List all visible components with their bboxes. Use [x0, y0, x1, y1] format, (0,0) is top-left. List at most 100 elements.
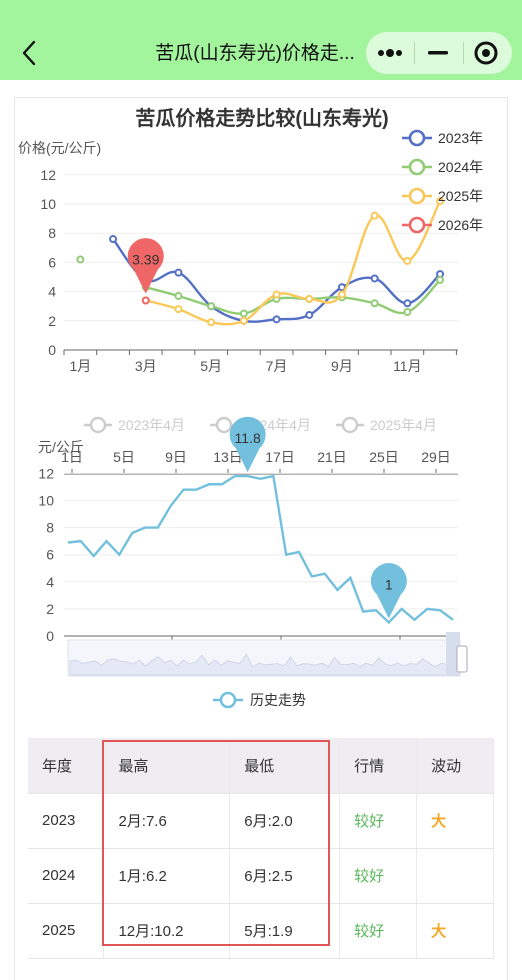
data-point — [305, 310, 314, 319]
cell-year: 2024 — [28, 848, 105, 904]
slider-preview — [69, 653, 449, 676]
ghost-legend-item[interactable]: 2023年4月 — [84, 416, 185, 434]
x-axis: 1月 3月 5月 7月 9月 11月 — [63, 349, 458, 374]
cell-trend: 较好 — [339, 793, 418, 849]
top-tick-label: 29日 — [421, 449, 451, 465]
legend-icon — [341, 416, 359, 434]
y-tick-label: 6 — [48, 254, 56, 270]
minimize-button[interactable] — [414, 32, 462, 74]
y-tick-label: 4 — [46, 574, 54, 590]
cell-high: 12月:10.2 — [103, 903, 231, 959]
data-point — [239, 309, 248, 318]
data-point — [403, 308, 412, 317]
header-trend: 行情 — [339, 738, 418, 794]
data-point — [239, 316, 248, 325]
marker-3.39: 3.39 — [127, 238, 164, 294]
x-tick-label: 9月 — [331, 358, 353, 374]
legend-item[interactable]: 2024年 — [402, 158, 483, 176]
x-tick-label: 3月 — [135, 358, 157, 374]
y-axis-label: 元/公斤 — [38, 439, 84, 455]
data-point — [141, 296, 150, 305]
more-button[interactable] — [366, 32, 414, 74]
header-year: 年度 — [28, 738, 105, 794]
top-tick-label: 25日 — [369, 449, 399, 465]
target-close-icon — [474, 41, 498, 65]
marker-pin — [127, 238, 164, 294]
cell-year: 2025 — [28, 903, 105, 959]
legend-item[interactable]: 2023年 — [402, 129, 483, 147]
data-point — [436, 197, 445, 206]
series-line — [145, 279, 441, 315]
cell-volatility: 大 — [416, 903, 494, 959]
top-tick-label: 21日 — [317, 449, 347, 465]
close-button[interactable] — [464, 32, 512, 74]
top-tick-label: 13日 — [213, 449, 243, 465]
legend-label: 2024年 — [438, 159, 483, 175]
slider-handle[interactable] — [456, 645, 468, 673]
header-high: 最高 — [103, 738, 231, 794]
marker-label: 3.39 — [132, 252, 159, 268]
series-2026年 — [141, 296, 150, 305]
ghost-legend[interactable]: 2023年4月 2024年4月 2025年4月 — [84, 416, 437, 434]
data-point — [370, 299, 379, 308]
data-zoom-slider[interactable] — [67, 632, 468, 677]
navigation-bar: 苦瓜(山东寿光)价格走... — [0, 0, 522, 80]
legend-label: 2023年 — [438, 130, 483, 146]
data-point — [207, 302, 216, 311]
summary-table: 年度 最高 最低 行情 波动 2023 2月:7.6 6月:2.0 较好 大 2… — [28, 738, 494, 959]
marker-11.8: 11.8 — [229, 416, 266, 473]
marker-label: 1 — [385, 576, 393, 592]
y-tick-label: 0 — [46, 628, 54, 644]
data-point — [403, 256, 412, 265]
legend-item[interactable]: 2026年 — [402, 216, 483, 234]
data-point — [370, 211, 379, 220]
top-tick-label: 9日 — [165, 449, 187, 465]
data-point — [305, 294, 314, 303]
cell-high: 2月:7.6 — [103, 793, 231, 849]
data-point — [436, 275, 445, 284]
top-tick-label: 5日 — [113, 449, 135, 465]
capsule-divider — [414, 42, 415, 64]
chart-title: 苦瓜价格走势比较(山东寿光) — [135, 106, 388, 130]
ghost-legend-item[interactable]: 2025年4月 — [336, 416, 437, 434]
y-tick-label: 0 — [48, 342, 56, 358]
chevron-left-icon — [22, 40, 36, 66]
marker-1: 1 — [370, 563, 407, 619]
cell-trend: 较好 — [339, 903, 418, 959]
top-tick-label: 1日 — [61, 449, 83, 465]
table-row: 2025 12月:10.2 5月:1.9 较好 大 — [28, 903, 494, 959]
top-tick-label: 17日 — [265, 449, 295, 465]
legend[interactable]: 2023年 2024年 2025年 2026年 — [402, 129, 483, 234]
y-tick-label: 10 — [38, 493, 54, 509]
data-point — [370, 274, 379, 283]
y-tick-label: 8 — [46, 520, 54, 536]
header-volatility: 波动 — [416, 738, 494, 794]
legend-label: 2025年4月 — [370, 417, 437, 433]
header-low: 最低 — [229, 738, 341, 794]
y-axis: 0 2 4 6 8 10 12 — [40, 167, 458, 358]
table-row: 2023 2月:7.6 6月:2.0 较好 大 — [28, 793, 494, 849]
top-day-axis: 1日 5日 9日 13日 17日 21日 25日 29日 — [61, 449, 458, 475]
page-title: 苦瓜(山东寿光)价格走... — [155, 43, 355, 64]
back-button[interactable] — [14, 36, 44, 70]
legend-item[interactable]: 2025年 — [402, 187, 483, 205]
table-header: 年度 最高 最低 行情 波动 — [28, 738, 494, 794]
history-series — [67, 474, 454, 625]
legend-icon — [408, 129, 426, 147]
data-point — [337, 290, 346, 299]
legend-icon — [89, 416, 107, 434]
y-tick-label: 4 — [48, 284, 56, 300]
legend-icon — [408, 187, 426, 205]
series-line — [145, 200, 442, 326]
data-point — [207, 318, 216, 327]
x-tick-label: 5月 — [200, 358, 222, 374]
marker-pin — [229, 416, 266, 473]
legend[interactable]: 历史走势 — [213, 691, 306, 709]
data-point — [109, 235, 118, 244]
minimize-icon — [428, 51, 448, 55]
legend-label: 历史走势 — [250, 692, 306, 708]
marker-label: 11.8 — [235, 430, 261, 446]
comparison-chart: 苦瓜价格走势比较(山东寿光) 价格(元/公斤) 0 2 4 6 8 10 12 1月 3月 5月… — [18, 106, 483, 374]
y-tick-label: 2 — [48, 313, 56, 329]
capsule-divider — [463, 42, 464, 64]
